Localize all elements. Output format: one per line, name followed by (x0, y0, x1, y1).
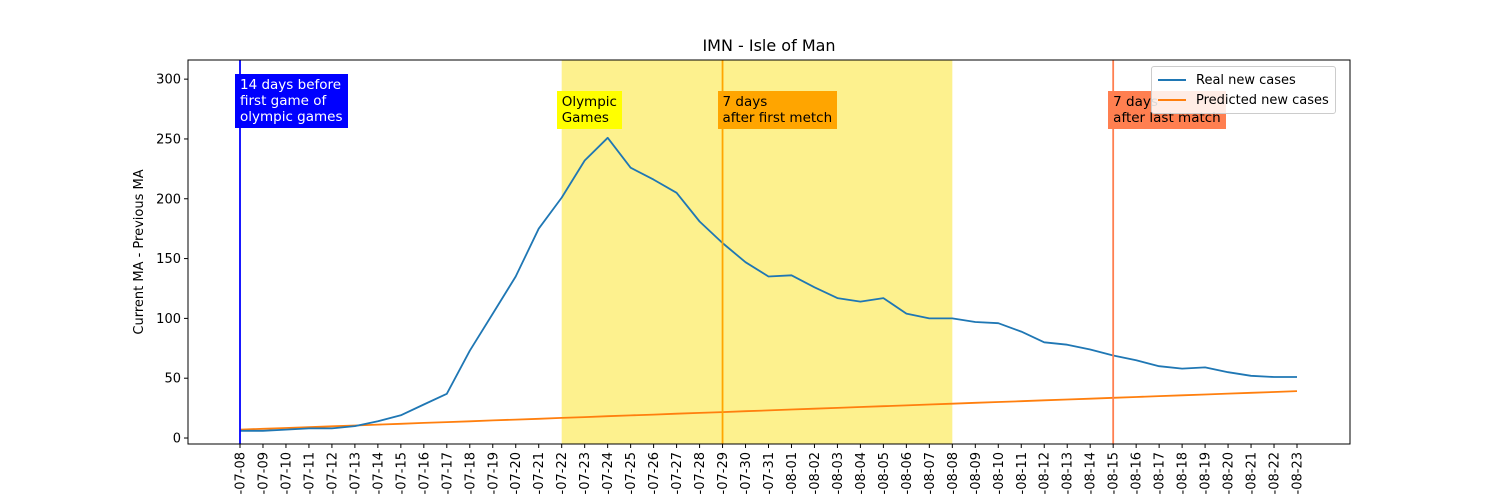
series-lines (239, 136, 1298, 432)
x-tick-label: -08-12 (1038, 452, 1053, 494)
y-tick-label: 250 (156, 132, 181, 147)
x-tick-label: -07-24 (601, 452, 616, 494)
x-tick-label: -08-13 (1061, 452, 1076, 494)
series-line (239, 390, 1298, 431)
y-tick-label: 0 (173, 432, 181, 447)
x-tick-label: -08-11 (1015, 452, 1030, 494)
x-tick-label: -08-04 (854, 452, 869, 494)
x-tick-label: -07-13 (348, 452, 363, 494)
y-tick-label: 50 (164, 372, 181, 387)
x-tick-label: -07-08 (234, 452, 249, 494)
x-tick-label: -07-27 (670, 452, 685, 494)
annotation-box: 14 days before first game of olympic gam… (235, 74, 348, 128)
x-tick-label: -07-19 (486, 452, 501, 494)
x-tick-label: -07-14 (371, 452, 386, 494)
y-tick-label: 150 (156, 252, 181, 267)
x-tick-label: -08-03 (831, 452, 846, 494)
x-tick-label: -07-21 (532, 452, 547, 494)
x-tick-label: -08-14 (1084, 452, 1099, 494)
annotation-box: 7 days after first metch (717, 91, 838, 129)
x-tick-label: -08-06 (900, 452, 915, 494)
legend-item-real: Real new cases (1158, 70, 1329, 90)
x-tick-label: -08-10 (992, 452, 1007, 494)
x-tick-label: -08-07 (923, 452, 938, 494)
legend-item-predicted: Predicted new cases (1158, 90, 1329, 110)
x-tick-label: -08-20 (1222, 452, 1237, 494)
x-tick-label: -07-15 (394, 452, 409, 494)
y-tick-label: 100 (156, 312, 181, 327)
chart-title: IMN - Isle of Man (702, 36, 835, 55)
x-axis-ticks: -07-08 -07-09 -07-10 -07-11 -07-12 -07-13 -07-… (234, 444, 1306, 494)
x-tick-label: -07-30 (739, 452, 754, 494)
x-tick-label: -07-26 (647, 452, 662, 494)
x-tick-label: -07-18 (463, 452, 478, 494)
series-line (240, 136, 1297, 432)
x-tick-label: -08-18 (1176, 452, 1191, 494)
x-tick-label: -08-19 (1199, 452, 1214, 494)
x-tick-label: -07-31 (762, 452, 777, 494)
x-tick-label: -07-16 (417, 452, 432, 494)
x-tick-label: -07-28 (693, 452, 708, 494)
x-tick-label: -08-05 (877, 452, 892, 494)
x-tick-label: -08-16 (1130, 452, 1145, 494)
annotation-box: Olympic Games (556, 91, 622, 129)
legend: Real new cases Predicted new cases (1151, 66, 1336, 114)
x-tick-label: -07-20 (509, 452, 524, 494)
x-tick-label: -07-25 (624, 452, 639, 494)
x-tick-label: -07-11 (302, 452, 317, 494)
legend-swatch-predicted (1158, 99, 1186, 101)
x-tick-label: -08-09 (969, 452, 984, 494)
x-tick-label: -07-29 (716, 452, 731, 494)
x-tick-label: -07-12 (325, 452, 340, 494)
x-tick-label: -07-09 (256, 452, 271, 494)
legend-label-real: Real new cases (1196, 72, 1296, 88)
x-tick-label: -07-17 (440, 452, 455, 494)
x-tick-label: -08-02 (808, 452, 823, 494)
x-tick-label: -08-22 (1268, 452, 1283, 494)
legend-label-predicted: Predicted new cases (1196, 92, 1329, 108)
plot-frame (187, 59, 1351, 445)
y-axis-ticks: 0 50 100 150 200 250 300 (156, 73, 188, 447)
x-tick-label: -08-21 (1245, 452, 1260, 494)
legend-swatch-real (1158, 79, 1186, 81)
x-tick-label: -08-17 (1153, 452, 1168, 494)
x-tick-label: -08-01 (785, 452, 800, 494)
x-tick-label: -08-15 (1107, 452, 1122, 494)
y-tick-label: 200 (156, 192, 181, 207)
x-tick-label: -07-23 (578, 452, 593, 494)
y-tick-label: 300 (156, 73, 181, 88)
x-tick-label: -08-23 (1291, 452, 1306, 494)
x-tick-label: -08-08 (946, 452, 961, 494)
y-axis-label: Current MA - Previous MA (132, 169, 147, 334)
x-tick-label: -07-10 (279, 452, 294, 494)
x-tick-label: -07-22 (555, 452, 570, 494)
